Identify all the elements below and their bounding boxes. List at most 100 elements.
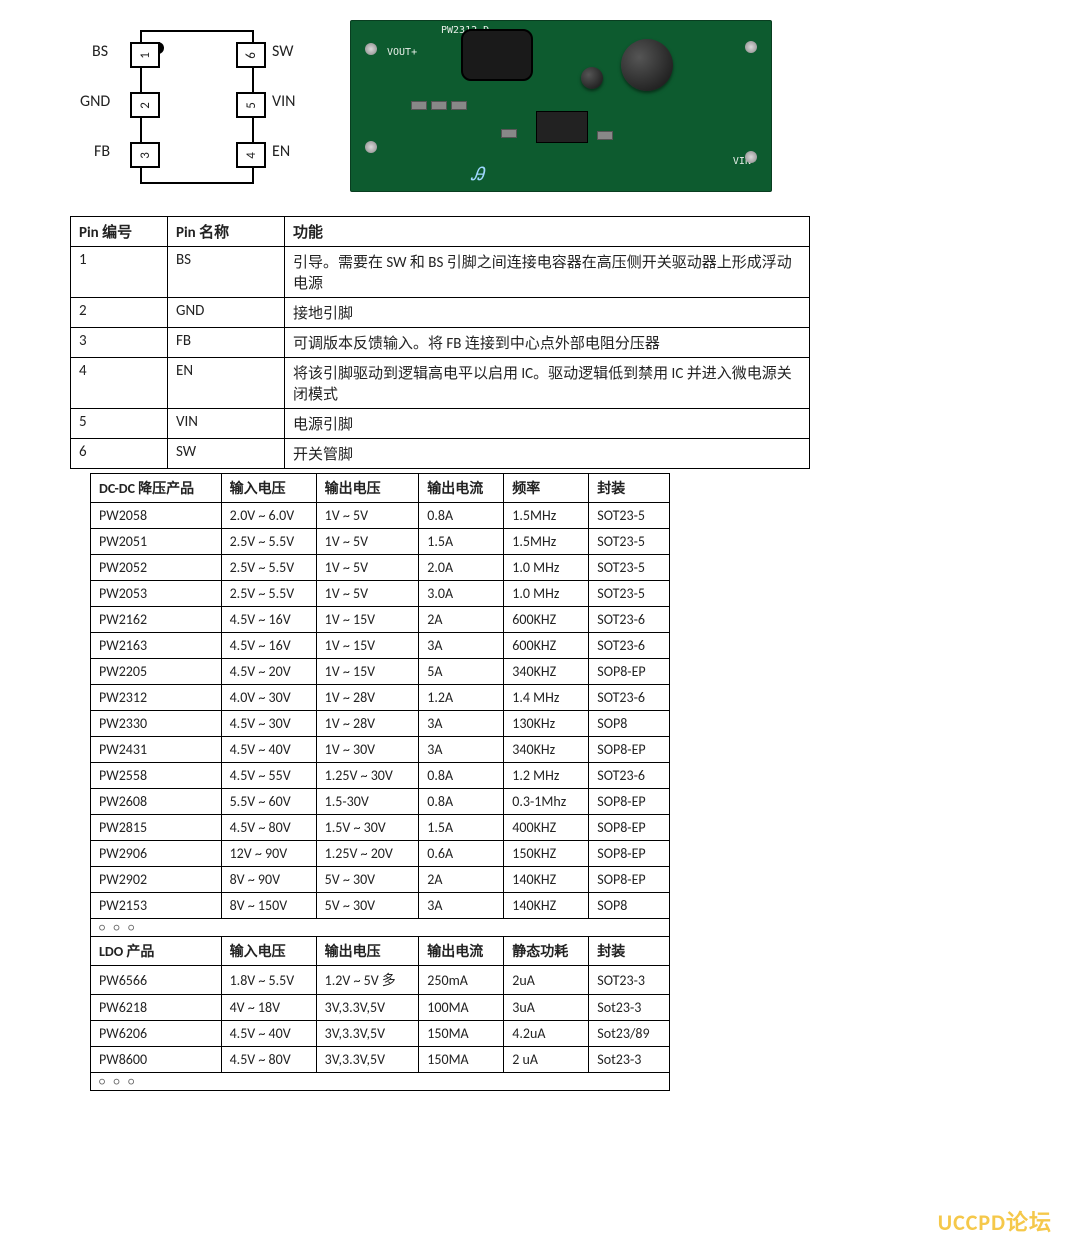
table-row: PW21624.5V ~ 16V1V ~ 15V2A600KHZSOT23-6 [91,607,670,633]
top-figures-row: 1 BS 2 GND 3 FB 6 SW 5 VIN 4 EN PW2312-D… [80,20,1032,200]
table-cell: 340KHz [504,737,589,763]
table-cell: 2 uA [504,1047,589,1073]
pad-voutn [365,141,377,153]
table-cell: PW2053 [91,581,222,607]
table-row: PW20512.5V ~ 5.5V1V ~ 5V1.5A1.5MHzSOT23-… [91,529,670,555]
table-cell: 3A [419,711,504,737]
pin-table-body: 1BS引导。需要在 SW 和 BS 引脚之间连接电容器在高压侧开关驱动器上形成浮… [71,247,810,469]
table-cell: PW6218 [91,995,222,1021]
pin-box-5: 5 [236,92,266,118]
table-cell: SOP8 [589,711,670,737]
table-cell: 接地引脚 [285,298,810,328]
table-cell: Sot23-3 [589,995,670,1021]
table-cell: PW2163 [91,633,222,659]
table-cell: 4.2uA [504,1021,589,1047]
pin-box-6: 6 [236,42,266,68]
table-row: PW20532.5V ~ 5.5V1V ~ 5V3.0A1.0 MHzSOT23… [91,581,670,607]
table-row: 4EN将该引脚驱动到逻辑高电平以启用 IC。驱动逻辑低到禁用 IC 并进入微电源… [71,358,810,409]
table-cell: SOP8 [589,893,670,919]
table-cell: 3uA [504,995,589,1021]
table-cell: SOP8-EP [589,659,670,685]
table-cell: 250mA [419,966,504,995]
table-cell: 1.5V ~ 30V [316,815,419,841]
table-cell: SOT23-6 [589,685,670,711]
dcdc-body: PW20582.0V ~ 6.0V1V ~ 5V0.8A1.5MHzSOT23-… [91,503,670,919]
table-cell: PW2153 [91,893,222,919]
table-cell: SOP8-EP [589,789,670,815]
smd-4 [501,129,517,138]
pin-table-head: Pin 编号 Pin 名称 功能 [71,217,810,247]
pin-function-table: Pin 编号 Pin 名称 功能 1BS引导。需要在 SW 和 BS 引脚之间连… [70,216,810,469]
pin-label-GND: GND [80,92,110,111]
table-row: PW28154.5V ~ 80V1.5V ~ 30V1.5A400KHZSOP8… [91,815,670,841]
dcdc-th-5: 封装 [589,474,670,503]
electrolytic-cap [621,39,673,91]
pin-box-1: 1 [130,42,160,68]
table-cell: 1V ~ 28V [316,685,419,711]
table-cell: SOT23-5 [589,503,670,529]
table-cell: SOT23-5 [589,529,670,555]
table-cell: 5V ~ 30V [316,867,419,893]
pin-label-FB: FB [94,142,110,161]
table-cell: EN [168,358,285,409]
table-cell: SOT23-5 [589,581,670,607]
table-cell: 1.25V ~ 30V [316,763,419,789]
table-row: 1BS引导。需要在 SW 和 BS 引脚之间连接电容器在高压侧开关驱动器上形成浮… [71,247,810,298]
table-cell: 8V ~ 150V [221,893,316,919]
small-cap [581,67,603,89]
table-row: PW26085.5V ~ 60V1.5-30V0.8A0.3-1MhzSOP8-… [91,789,670,815]
table-cell: 100MA [419,995,504,1021]
table-cell: 将该引脚驱动到逻辑高电平以启用 IC。驱动逻辑低到禁用 IC 并进入微电源关闭模… [285,358,810,409]
table-cell: SOT23-6 [589,633,670,659]
table-cell: 2uA [504,966,589,995]
table-cell: 1.8V ~ 5.5V [221,966,316,995]
table-row: PW29028V ~ 90V5V ~ 30V2A140KHZSOP8-EP [91,867,670,893]
table-cell: 5A [419,659,504,685]
table-cell: 4.5V ~ 20V [221,659,316,685]
table-cell: 1.0 MHz [504,581,589,607]
table-cell: 引导。需要在 SW 和 BS 引脚之间连接电容器在高压侧开关驱动器上形成浮动电源 [285,247,810,298]
table-cell: 1 [71,247,168,298]
dcdc-th-3: 输出电流 [419,474,504,503]
table-cell: 1V ~ 30V [316,737,419,763]
pcb-vout-label: VOUT+ [387,47,417,58]
pad-vinp [745,41,757,53]
table-row: PW65661.8V ~ 5.5V1.2V ~ 5V 多250mA2uASOT2… [91,966,670,995]
table-cell: BS [168,247,285,298]
table-row: PW22054.5V ~ 20V1V ~ 15V5A340KHZSOP8-EP [91,659,670,685]
table-row: 5VIN电源引脚 [71,409,810,439]
table-cell: 0.3-1Mhz [504,789,589,815]
table-cell: PW2906 [91,841,222,867]
table-cell: 4.5V ~ 80V [221,815,316,841]
table-cell: SOT23-5 [589,555,670,581]
inductor [461,29,533,81]
table-cell: 5 [71,409,168,439]
table-cell: 1.5-30V [316,789,419,815]
table-cell: 1.5MHz [504,529,589,555]
table-cell: 12V ~ 90V [221,841,316,867]
table-cell: PW2052 [91,555,222,581]
table-cell: SOP8-EP [589,867,670,893]
dcdc-th-1: 输入电压 [221,474,316,503]
table-row: PW21538V ~ 150V5V ~ 30V3A140KHZSOP8 [91,893,670,919]
table-row: PW62064.5V ~ 40V3V,3.3V,5V150MA4.2uASot2… [91,1021,670,1047]
table-cell: 5V ~ 30V [316,893,419,919]
table-cell: 1V ~ 28V [316,711,419,737]
table-cell: SOP8-EP [589,841,670,867]
table-row: PW86004.5V ~ 80V3V,3.3V,5V150MA2 uASot23… [91,1047,670,1073]
pcb-photo: PW2312-D VOUT+ VIN- Ꭿ [350,20,772,192]
table-cell: 140KHZ [504,867,589,893]
table-cell: SOT23-3 [589,966,670,995]
smd-3 [451,101,467,110]
table-cell: 2A [419,867,504,893]
table-cell: 5.5V ~ 60V [221,789,316,815]
table-cell: PW2162 [91,607,222,633]
table-cell: 3A [419,737,504,763]
table-row: PW20522.5V ~ 5.5V1V ~ 5V2.0A1.0 MHzSOT23… [91,555,670,581]
pin-box-2: 2 [130,92,160,118]
table-cell: 4.5V ~ 16V [221,633,316,659]
ldo-th-0: LDO 产品 [91,937,222,966]
pin-label-EN: EN [272,142,290,161]
table-cell: 1V ~ 15V [316,659,419,685]
table-row: 6SW开关管脚 [71,439,810,469]
